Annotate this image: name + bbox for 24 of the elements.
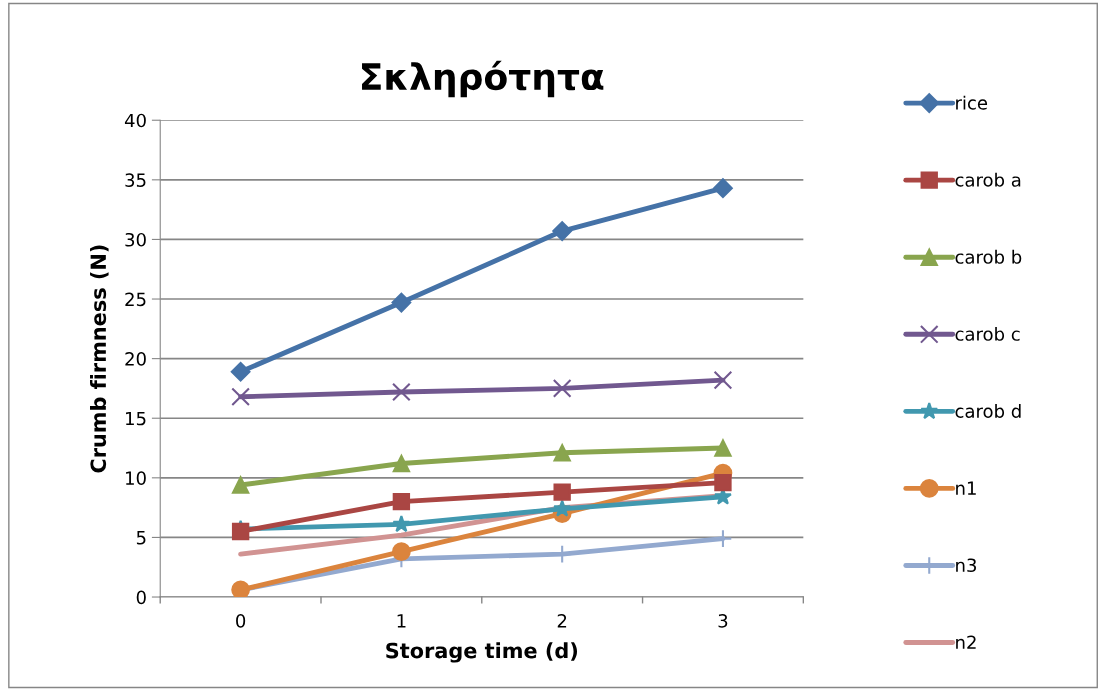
chart-title: Σκληρότητα — [362, 60, 604, 98]
y-tick-label: 10 — [126, 471, 146, 485]
y-tick-label: 25 — [125, 292, 146, 307]
legend-label: n1 — [956, 481, 976, 495]
y-tick-label: 35 — [125, 173, 146, 187]
legend-label: carob d — [955, 403, 1021, 418]
x-tick-label: 2 — [557, 614, 567, 628]
y-tick-label: 20 — [125, 352, 146, 366]
y-tick-label: 40 — [124, 113, 146, 128]
y-tick-label: 30 — [125, 232, 146, 247]
x-tick-label: 0 — [236, 614, 246, 628]
y-tick-label: 0 — [136, 590, 146, 605]
legend-label: carob b — [955, 249, 1022, 264]
y-tick-label: 5 — [136, 531, 146, 545]
x-axis-title: Storage time (d) — [386, 642, 578, 663]
legend-label: carob c — [955, 326, 1020, 341]
x-tick-label: 1 — [397, 614, 406, 628]
x-tick-label: 3 — [718, 614, 728, 628]
y-axis-title: Crumb firmness (N) — [90, 245, 109, 473]
legend-label: carob a — [955, 172, 1021, 187]
legend-label: n2 — [956, 635, 976, 649]
y-tick-label: 15 — [126, 411, 146, 426]
legend-label: rice — [956, 95, 988, 110]
legend-label: n3 — [956, 558, 977, 573]
